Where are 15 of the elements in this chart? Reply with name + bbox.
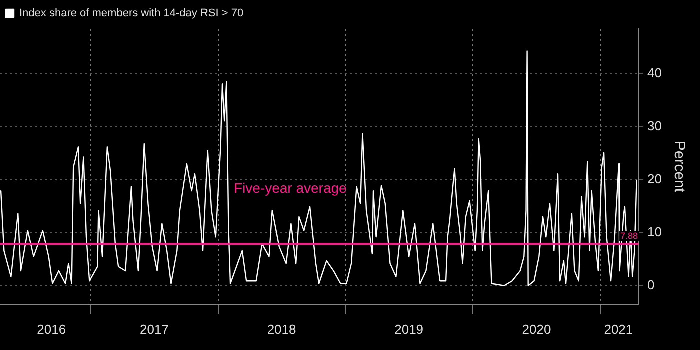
x-tick-label: 2020 xyxy=(522,322,552,337)
y-tick-label: 0 xyxy=(648,277,655,292)
x-tick-label: 2017 xyxy=(140,322,169,337)
y-tick-label: 20 xyxy=(648,172,662,187)
y-tick-label: 40 xyxy=(648,66,662,81)
y-tick-label: 10 xyxy=(648,224,662,240)
ref-line-label: Five-year average xyxy=(234,180,348,196)
x-tick-label: 2016 xyxy=(37,322,66,337)
legend-label: Index share of members with 14-day RSI > 70 xyxy=(20,8,244,20)
x-tick-label: 2021 xyxy=(604,322,634,337)
annotation: 7.88 xyxy=(620,231,638,242)
y-axis-title: Percent xyxy=(670,140,688,194)
x-tick-label: 2019 xyxy=(394,322,424,337)
y-tick-label: 30 xyxy=(648,118,662,134)
x-tick-label: 2018 xyxy=(267,322,296,337)
